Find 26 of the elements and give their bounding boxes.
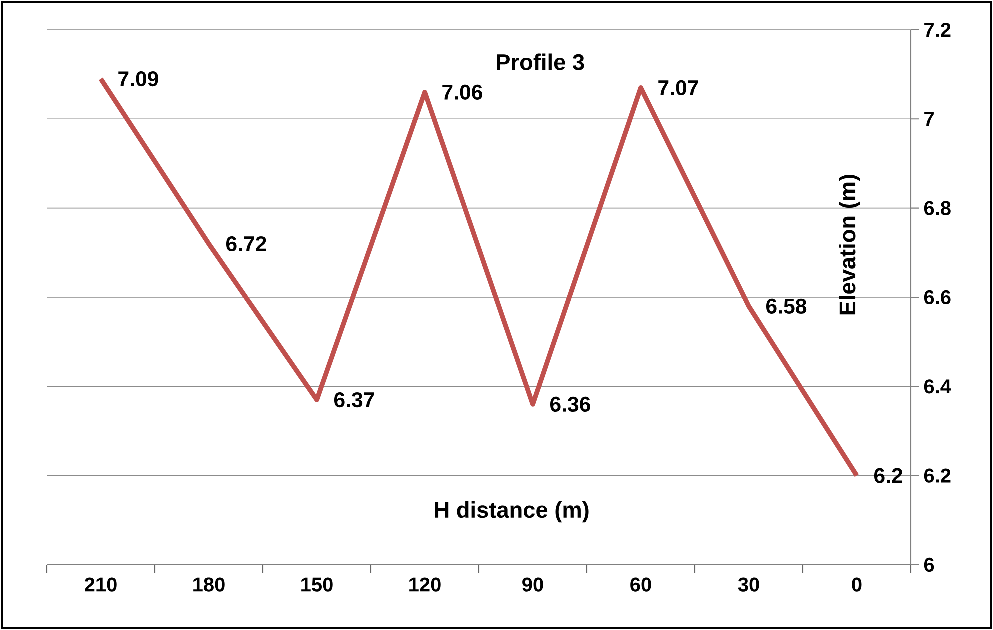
y-axis-title: Elevation (m) [839, 175, 860, 315]
data-label: 6.2 [874, 468, 903, 484]
data-label: 6.72 [226, 236, 266, 252]
data-label: 7.06 [442, 84, 482, 100]
x-tick-label: 90 [522, 578, 544, 592]
x-axis-title: H distance (m) [435, 501, 589, 523]
data-label: 6.36 [550, 396, 590, 412]
data-label: 6.58 [766, 298, 807, 314]
x-tick-label: 210 [85, 578, 117, 592]
y-tick-label: 7 [924, 112, 934, 126]
y-tick-label: 6.6 [924, 290, 951, 305]
x-tick-label: 60 [630, 578, 652, 592]
y-tick-label: 6 [924, 558, 934, 572]
y-tick-label: 6.8 [924, 201, 951, 216]
data-label: 7.09 [118, 71, 158, 87]
x-tick-label: 150 [302, 578, 333, 592]
y-tick-label: 6.2 [924, 468, 951, 483]
x-tick-label: 30 [738, 578, 760, 592]
y-tick-label: 7.2 [924, 23, 951, 37]
data-label: 6.37 [334, 392, 374, 408]
x-tick-label: 180 [194, 578, 225, 592]
text: Profile 3 [497, 54, 584, 70]
data-label: 7.07 [658, 80, 698, 96]
x-tick-label: 0 [852, 578, 862, 592]
y-tick-label: 6.4 [924, 380, 952, 394]
x-tick-label: 120 [410, 578, 441, 592]
